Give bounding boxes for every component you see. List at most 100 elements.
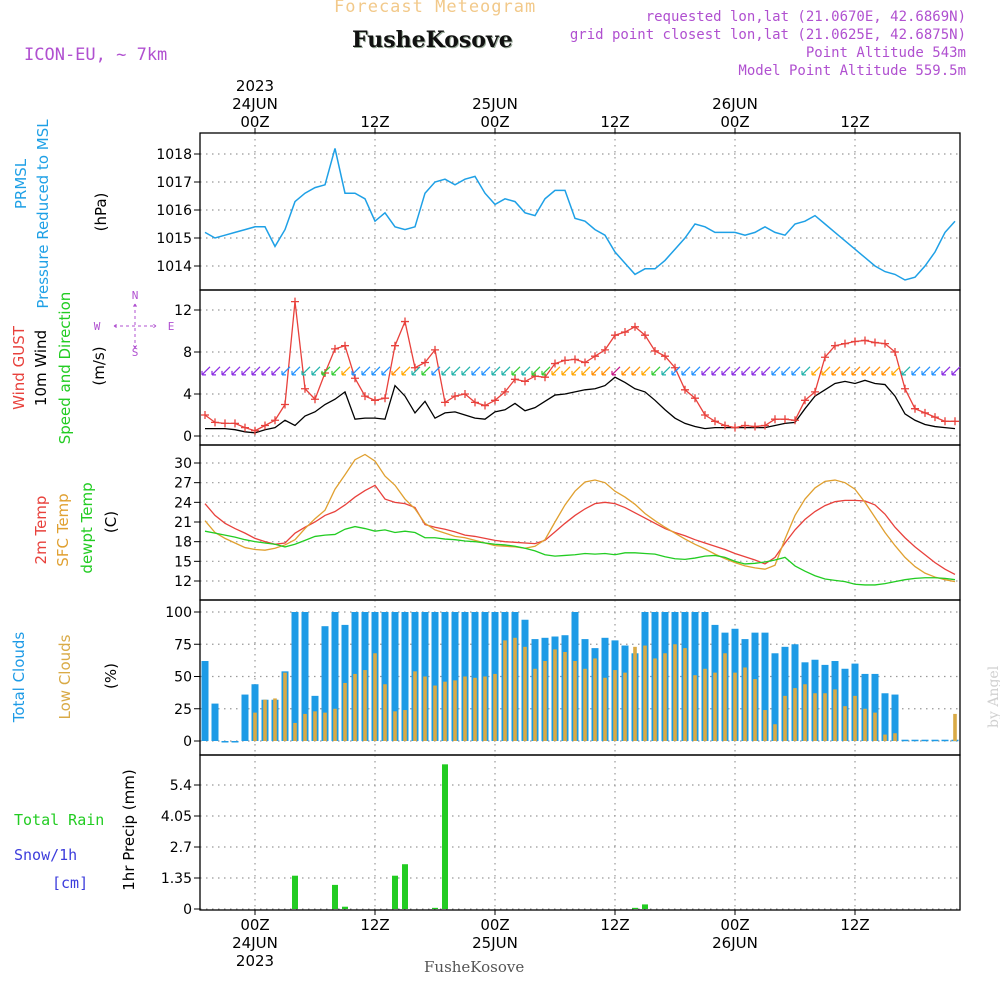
low-cloud-bar <box>393 711 397 741</box>
wind-direction-arrow <box>431 366 441 376</box>
rain-bar <box>342 906 348 909</box>
bottom-time-label: 12Z <box>360 916 389 934</box>
wind-gust-marker <box>831 341 839 350</box>
wind-direction-arrow <box>261 366 271 376</box>
wind-direction-arrow <box>281 366 291 376</box>
low-cloud-bar <box>523 646 527 741</box>
total-cloud-bar <box>941 739 949 742</box>
wind-gust-marker <box>361 392 369 401</box>
wind-direction-arrow <box>221 366 231 376</box>
total-cloud-bar <box>401 612 409 741</box>
low-cloud-bar <box>773 724 777 741</box>
wind-direction-arrow <box>331 366 341 376</box>
wind-gust-marker <box>611 331 619 340</box>
pressure-ytick-label: 1017 <box>156 175 192 191</box>
low-cloud-bar <box>893 733 897 741</box>
wind-direction-arrow <box>321 366 331 376</box>
low-cloud-bar <box>503 640 507 741</box>
wind-gust-marker <box>571 355 579 364</box>
wind-gust-marker <box>941 417 949 426</box>
wind-gust-marker <box>661 352 669 361</box>
wind-direction-arrow <box>471 366 481 376</box>
compass-arrows <box>113 303 157 349</box>
low-cloud-bar <box>353 673 357 741</box>
wind-speed-line <box>205 376 956 434</box>
clouds-ytick-label: 75 <box>174 637 192 653</box>
low-cloud-bar <box>713 672 717 741</box>
compass-east: E <box>168 320 175 333</box>
wind-10m-label: 10m Wind <box>32 330 50 406</box>
low-cloud-bar <box>853 695 857 741</box>
bottom-time-label: 25JUN <box>472 934 518 952</box>
wind-direction-arrow <box>441 366 451 376</box>
wind-direction-arrow <box>691 366 701 376</box>
wind-direction-arrow <box>351 366 361 376</box>
total-cloud-bar <box>841 668 849 741</box>
temperature-ytick-label: 21 <box>174 515 192 531</box>
temperature-ytick-label: 15 <box>174 554 192 570</box>
wind-gust-marker <box>851 337 859 346</box>
low-cloud-bar <box>273 698 277 741</box>
wind-direction-arrow <box>301 366 311 376</box>
low-cloud-bar <box>743 667 747 741</box>
low-cloud-bar <box>493 673 497 741</box>
wind-direction-arrow <box>851 366 861 376</box>
wind-direction-arrow <box>611 366 621 376</box>
total-cloud-bar <box>871 673 879 741</box>
low-cloud-bar <box>593 658 597 741</box>
wind-direction-arrow <box>641 366 651 376</box>
wind-direction-arrow <box>341 366 351 376</box>
clouds-unit-label: (%) <box>102 663 120 689</box>
wind-direction-arrow <box>231 366 241 376</box>
wind-gust-marker <box>411 363 419 372</box>
precip-frame <box>199 754 961 911</box>
rain-bar <box>632 907 638 909</box>
wind-direction-arrow <box>491 366 501 376</box>
wind-gust-marker <box>271 416 279 425</box>
top-time-label: 25JUN <box>472 95 518 113</box>
wind-direction-arrow <box>761 366 771 376</box>
temp-dewpt-line <box>204 525 956 586</box>
low-cloud-bar <box>453 680 457 741</box>
low-cloud-bar <box>613 670 617 741</box>
snow-unit-label: [cm] <box>52 874 88 892</box>
wind-gust-line <box>204 301 955 432</box>
wind-direction-arrow <box>581 366 591 376</box>
low-cloud-bar <box>363 670 367 741</box>
top-time-label: 26JUN <box>712 95 758 113</box>
low-cloud-bar <box>693 675 697 741</box>
low-cloud-bar <box>863 708 867 741</box>
pressure-ytick-label: 1018 <box>156 147 192 163</box>
wind-direction-arrow <box>871 366 881 376</box>
wind-gust-marker <box>371 396 379 405</box>
closest-coords: grid point closest lon,lat (21.0625E, 42… <box>569 27 966 43</box>
wind-gust-marker <box>601 345 609 354</box>
wind-direction-arrow <box>671 366 681 376</box>
precip-ytick-label: 5.4 <box>170 778 192 794</box>
total-cloud-bar <box>221 741 229 743</box>
wind-direction-arrow <box>911 366 921 376</box>
wind-gust-marker <box>761 421 769 430</box>
wind-unit-label: (m/s) <box>90 346 108 385</box>
low-cloud-bar <box>823 693 827 741</box>
total-cloud-bar <box>431 612 439 741</box>
rain-bar <box>642 904 648 909</box>
wind-direction-arrow <box>211 366 221 376</box>
low-cloud-bar <box>583 668 587 741</box>
total-cloud-bar <box>381 612 389 741</box>
total-cloud-bar <box>441 612 449 741</box>
wind-gust-marker <box>511 375 519 384</box>
compass-north: N <box>132 289 139 302</box>
low-cloud-bar <box>573 661 577 741</box>
temp-sfc-line <box>204 453 956 583</box>
wind-gust-marker <box>711 417 719 426</box>
low-cloud-bar <box>753 679 757 741</box>
top-time-label: 00Z <box>240 113 269 131</box>
total-cloud-bar <box>291 612 299 741</box>
temperature-ytick-label: 27 <box>174 476 192 492</box>
total-rain-label: Total Rain <box>14 811 104 829</box>
wind-direction-arrow <box>881 366 891 376</box>
top-time-label: 24JUN <box>232 95 278 113</box>
rain-bar <box>392 875 398 909</box>
wind-gust-marker <box>951 417 959 426</box>
